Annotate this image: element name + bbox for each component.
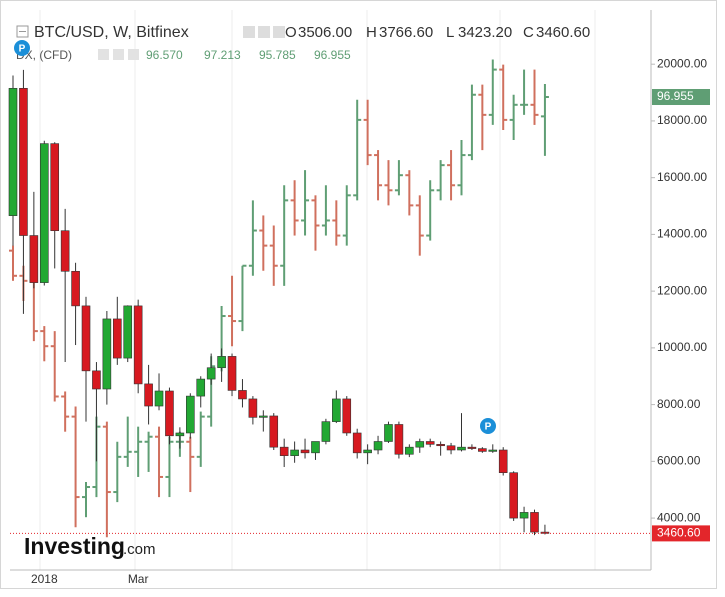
readout-value: 95.785 (259, 48, 296, 62)
candle-body (530, 512, 539, 533)
candle-body (206, 367, 216, 380)
event-marker (480, 418, 496, 434)
y-tick-label: 8000.00 (657, 397, 701, 411)
readout-value: 3766.60 (379, 24, 433, 41)
readout-key: O (285, 24, 297, 41)
close-icon[interactable] (128, 49, 139, 60)
candle-body (60, 230, 70, 272)
candle-body (321, 421, 331, 442)
candle-body (300, 449, 310, 454)
candle-body (394, 424, 404, 455)
candle-body (92, 370, 101, 390)
watermark: .com (123, 541, 156, 558)
candle-body (332, 398, 341, 422)
candle-body (384, 424, 393, 442)
candle-body (144, 383, 153, 407)
candle-body (457, 446, 466, 451)
candle-body (154, 390, 164, 407)
y-tick-label: 14000.00 (657, 227, 707, 241)
y-tick-label: 10000.00 (657, 340, 707, 354)
candle-body (29, 235, 39, 283)
readout-value: 96.570 (146, 48, 183, 62)
event-marker-label: P (485, 422, 492, 433)
candle-body (259, 415, 268, 418)
series-candles (8, 69, 550, 536)
series-bars (9, 59, 549, 538)
candle-body (238, 390, 247, 400)
y-tick-label: 20000.00 (657, 56, 707, 70)
y-tick-label: 18000.00 (657, 113, 707, 127)
last-value-box (652, 525, 710, 542)
candle-body (269, 415, 279, 448)
candle-body (123, 305, 133, 359)
candle-body (81, 305, 91, 372)
candle-body (102, 318, 112, 390)
settings-icon[interactable] (113, 49, 124, 60)
y-tick-label: 4000.00 (657, 510, 701, 524)
candle-body (519, 512, 529, 519)
candle-body (311, 441, 320, 454)
readout-key: C (523, 24, 534, 41)
candle-body (133, 305, 143, 385)
candle-body (175, 432, 185, 437)
candle-body (39, 143, 49, 283)
candle-body (196, 378, 206, 397)
candle-body (498, 449, 508, 473)
candle-body (8, 87, 18, 216)
candle-body (425, 441, 435, 445)
y-tick-label: 16000.00 (657, 170, 707, 184)
series-title: BTC/USD, W, Bitfinex (34, 24, 189, 41)
candle-body (248, 398, 258, 418)
y-tick-label: 6000.00 (657, 454, 701, 468)
settings-icon[interactable] (258, 26, 270, 38)
candle-body (509, 472, 518, 519)
candle-body (290, 449, 299, 456)
candle-body (217, 356, 226, 369)
readout-value: 3460.60 (536, 24, 590, 41)
chart-frame (0, 0, 717, 589)
readout-key: H (366, 24, 377, 41)
candle-body (279, 446, 289, 456)
last-value-label: 96.955 (657, 89, 694, 103)
candle-body (446, 445, 456, 451)
candle-body (478, 448, 487, 452)
event-marker (14, 40, 30, 56)
candle-body (186, 395, 195, 434)
last-value-box (652, 89, 710, 106)
close-icon[interactable] (273, 26, 285, 38)
series-title: DX, (CFD) (16, 48, 72, 62)
collapse-icon[interactable] (16, 25, 29, 38)
candle-body (50, 143, 60, 232)
candle-body (363, 449, 372, 454)
y-tick-label: 12000.00 (657, 283, 707, 297)
readout-value: 3423.20 (458, 24, 512, 41)
candle-body (165, 390, 174, 437)
candle-body (373, 441, 383, 451)
candle-body (405, 446, 414, 455)
candle-body (436, 444, 445, 447)
event-marker-label: P (19, 44, 26, 55)
eye-icon[interactable] (98, 49, 109, 60)
candle-body (113, 318, 122, 359)
readout-value: 3506.00 (298, 24, 352, 41)
candle-body (71, 270, 80, 307)
watermark: Investing (24, 533, 125, 559)
candle-body (415, 441, 425, 448)
last-value-label: 3460.60 (657, 526, 701, 540)
candle-body (342, 398, 352, 434)
candle-body (488, 449, 498, 452)
eye-icon[interactable] (243, 26, 255, 38)
candle-body (352, 432, 362, 454)
candle-body (19, 87, 28, 236)
readout-key: L (446, 24, 454, 41)
x-tick-label: Mar (128, 572, 149, 586)
header-icons (16, 25, 285, 60)
readout-value: 97.213 (204, 48, 241, 62)
candle-body (467, 446, 477, 449)
candle-body (227, 356, 237, 391)
readout-value: 96.955 (314, 48, 351, 62)
x-tick-label: 2018 (31, 572, 58, 586)
